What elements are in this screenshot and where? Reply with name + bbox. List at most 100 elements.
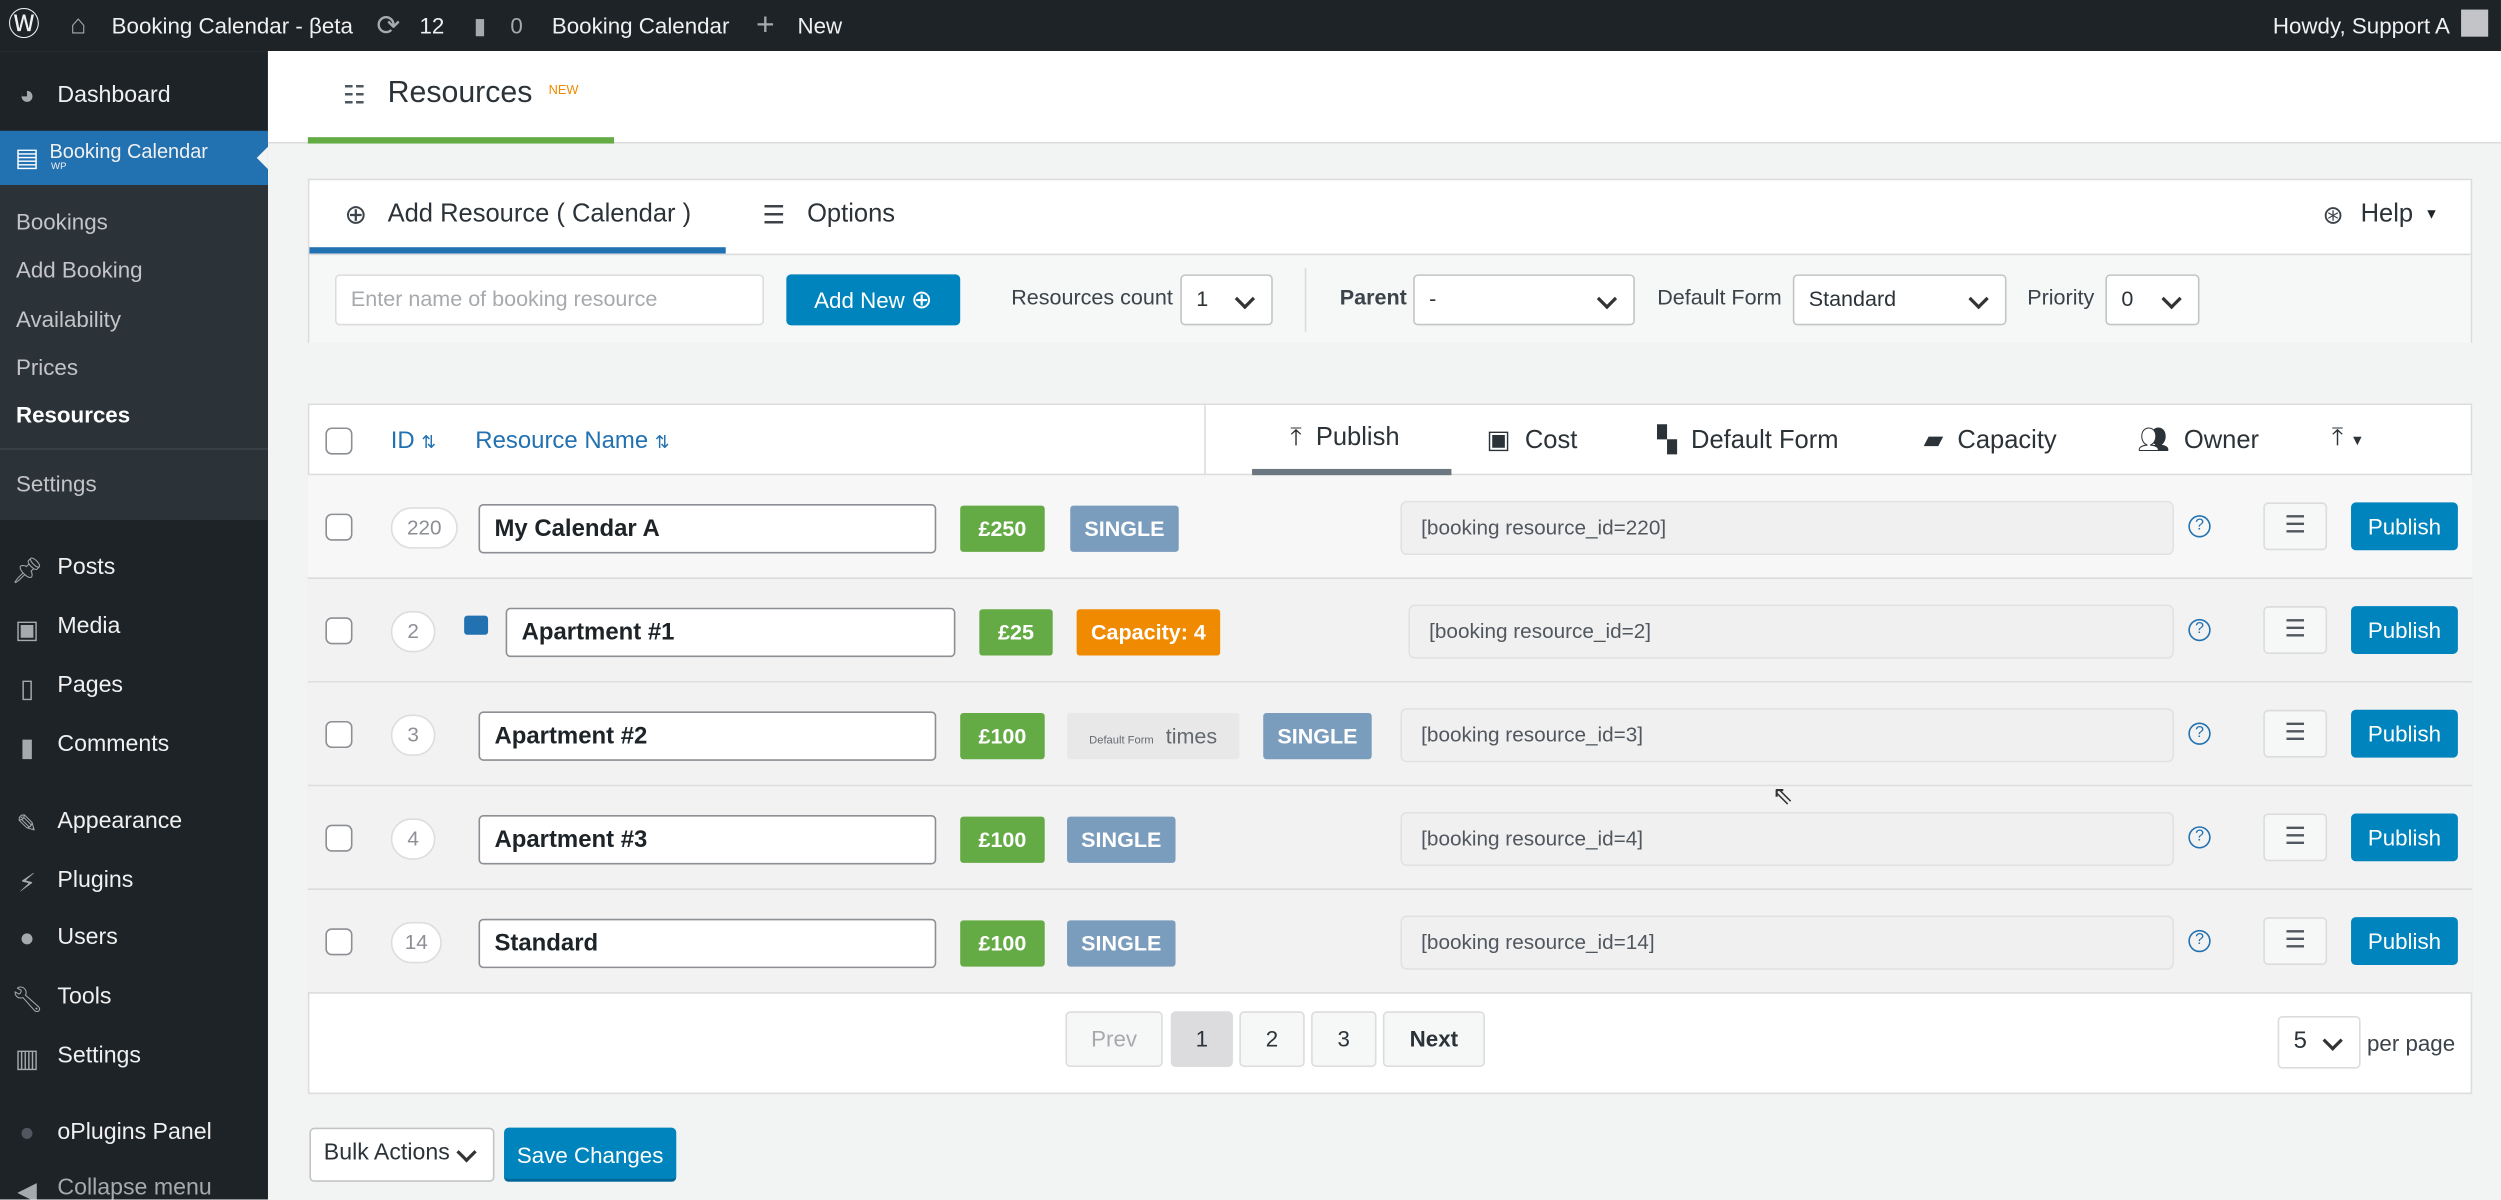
help-icon[interactable]: ?	[2188, 826, 2211, 849]
view-tab-capacity[interactable]: ▰ Capacity	[1923, 427, 2057, 455]
row-checkbox[interactable]	[325, 720, 353, 749]
publish-button[interactable]: Publish	[2351, 502, 2458, 551]
resource-id: 14	[390, 921, 442, 964]
parent-select[interactable]: -	[1413, 274, 1635, 326]
resource-name-input[interactable]: Standard	[478, 918, 937, 969]
resource-name-input[interactable]: Apartment #3	[478, 815, 937, 865]
row-checkbox[interactable]	[325, 617, 353, 645]
site-name-link[interactable]: Booking Calendar - βeta	[111, 12, 353, 39]
active-view-indicator	[1252, 468, 1452, 476]
resource-name-input[interactable]: Apartment #2	[478, 711, 937, 761]
save-changes-button[interactable]: Save Changes	[504, 1127, 677, 1182]
type-badge[interactable]: SINGLE	[1067, 816, 1176, 863]
row-checkbox[interactable]	[325, 928, 353, 956]
sort-id[interactable]: ID ⇅	[390, 427, 437, 455]
view-tab-publish[interactable]: ⤒ Publish	[1290, 424, 1400, 452]
shortcode-field[interactable]: [booking resource_id=14]	[1400, 915, 2174, 970]
plus-circle-icon: ⊕	[910, 287, 933, 315]
publish-button[interactable]: Publish	[2351, 917, 2458, 965]
help-icon[interactable]: ?	[2188, 618, 2211, 642]
wordpress-logo-icon[interactable]: Ⓦ	[7, 7, 40, 44]
default-form-badge[interactable]: Default Form times	[1067, 712, 1240, 760]
submenu-add-booking[interactable]: Add Booking	[15, 256, 143, 283]
bulk-actions-select[interactable]: Bulk Actions	[309, 1127, 495, 1182]
submenu-availability[interactable]: Availability	[15, 306, 122, 332]
view-tab-default-form[interactable]: ▚ Default Form	[1657, 427, 1839, 455]
layout-icon: ▚	[1657, 427, 1677, 455]
comments-icon: ▮	[473, 12, 487, 39]
type-badge[interactable]: SINGLE	[1067, 920, 1176, 967]
prev-page-button[interactable]: Prev	[1065, 1011, 1163, 1068]
submenu-settings[interactable]: Settings	[15, 470, 97, 497]
type-badge[interactable]: SINGLE	[1263, 712, 1372, 760]
view-tab-owner[interactable]: 👥︎ Owner	[2137, 427, 2260, 455]
help-icon[interactable]: ?	[2188, 722, 2211, 745]
updates-count[interactable]: 12	[419, 12, 445, 39]
media-icon: ▣	[15, 617, 40, 645]
page-2-button[interactable]: 2	[1239, 1011, 1305, 1068]
help-menu[interactable]: ⊛ Help ▼	[2322, 200, 2439, 230]
shortcode-field[interactable]: [booking resource_id=220]	[1400, 500, 2174, 556]
admin-sidebar: ◕ Dashboard ▤ Booking Calendar WP Booking…	[0, 51, 268, 1199]
avatar[interactable]	[2461, 9, 2489, 37]
shortcode-field[interactable]: [booking resource_id=4]	[1400, 811, 2174, 867]
page-1-button[interactable]: 1	[1170, 1011, 1233, 1068]
submenu-resources[interactable]: Resources	[15, 401, 131, 428]
submenu-prices[interactable]: Prices	[15, 354, 79, 380]
more-views-dropdown[interactable]: ⤒ ▼	[2332, 424, 2365, 453]
table-header: ID ⇅ Resource Name ⇅	[309, 405, 2471, 476]
per-page-select[interactable]: 5	[2277, 1016, 2361, 1069]
publish-button[interactable]: Publish	[2351, 709, 2458, 758]
money-icon: ▣	[1486, 427, 1511, 455]
price-badge[interactable]: £25	[979, 609, 1053, 656]
submenu-bookings[interactable]: Bookings	[15, 208, 108, 235]
home-icon: ⌂	[70, 9, 87, 40]
sidebar-item-booking-calendar[interactable]: ▤ Booking Calendar WP	[0, 130, 268, 186]
table-row: 220 My Calendar A £250 SINGLE [booking r…	[307, 475, 2473, 579]
row-checkbox[interactable]	[325, 824, 353, 852]
add-new-button[interactable]: Add New ⊕	[786, 274, 961, 326]
new-link[interactable]: New	[797, 12, 843, 39]
tab-options[interactable]: ☰ Options	[762, 200, 896, 230]
publish-button[interactable]: Publish	[2351, 606, 2458, 654]
view-tab-cost[interactable]: ▣ Cost	[1486, 427, 1578, 455]
price-badge[interactable]: £250	[960, 505, 1045, 552]
per-page-label: per page	[2366, 1030, 2456, 1056]
pages-icon: ▯	[20, 676, 35, 704]
capacity-badge[interactable]: Capacity: 4	[1076, 609, 1221, 656]
settings-button[interactable]: ☰	[2263, 709, 2328, 758]
price-badge[interactable]: £100	[960, 816, 1045, 863]
default-form-select[interactable]: Standard	[1792, 274, 2007, 326]
page-3-button[interactable]: 3	[1311, 1011, 1377, 1068]
publish-button[interactable]: Publish	[2351, 813, 2458, 862]
priority-select[interactable]: 0	[2105, 274, 2200, 326]
shortcode-field[interactable]: [booking resource_id=2]	[1408, 604, 2174, 659]
sidebar-item-dashboard[interactable]: ◕ Dashboard	[0, 83, 268, 121]
settings-button[interactable]: ☰	[2263, 917, 2328, 965]
help-icon[interactable]: ?	[2188, 515, 2211, 538]
settings-button[interactable]: ☰	[2263, 502, 2328, 551]
shortcode-field[interactable]: [booking resource_id=3]	[1400, 708, 2174, 763]
resources-count-select[interactable]: 1	[1180, 274, 1273, 326]
help-icon[interactable]: ?	[2188, 929, 2211, 953]
price-badge[interactable]: £100	[960, 920, 1045, 967]
next-page-button[interactable]: Next	[1382, 1011, 1485, 1068]
select-all-checkbox[interactable]	[325, 427, 353, 455]
users-icon: ●	[19, 925, 35, 953]
settings-button[interactable]: ☰	[2263, 813, 2328, 862]
resource-name-input[interactable]: My Calendar A	[478, 504, 937, 554]
settings-button[interactable]: ☰	[2263, 606, 2328, 654]
comments-count[interactable]: 0	[510, 12, 523, 39]
table-row: 4 Apartment #3 £100 SINGLE [booking reso…	[307, 786, 2473, 891]
sort-resource-name[interactable]: Resource Name ⇅	[475, 427, 670, 455]
row-checkbox[interactable]	[325, 513, 353, 541]
type-badge[interactable]: SINGLE	[1070, 505, 1179, 552]
resource-name-input[interactable]: Enter name of booking resource	[334, 274, 765, 326]
resource-name-input[interactable]: Apartment #1	[505, 607, 956, 658]
sliders-icon: ☰	[2284, 615, 2306, 643]
updates-icon: ⟳	[376, 9, 401, 42]
plugin-link[interactable]: Booking Calendar	[551, 12, 730, 39]
howdy-user[interactable]: Howdy, Support A	[2272, 12, 2450, 39]
price-badge[interactable]: £100	[960, 712, 1045, 760]
tab-add-resource[interactable]: ⊕ Add Resource ( Calendar )	[309, 180, 726, 254]
